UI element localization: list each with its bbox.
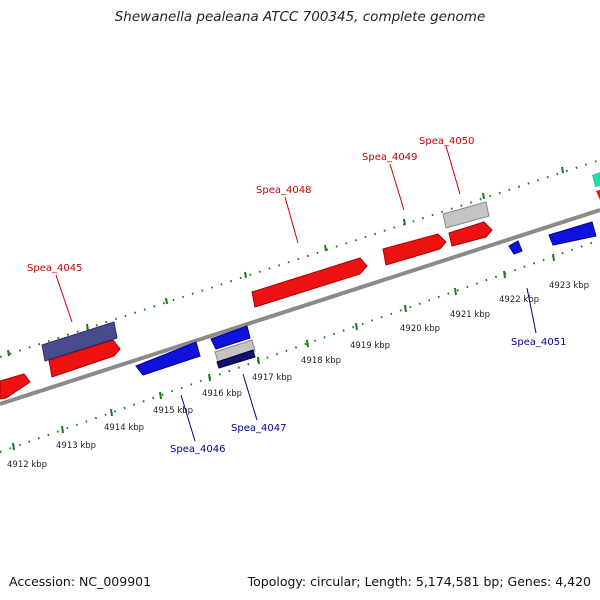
gene-spea-4048-arrow[interactable] <box>251 257 368 308</box>
gene-label-spea-4048[interactable]: Spea_4048 <box>256 185 311 196</box>
gene-spea-4049-arrow[interactable] <box>382 233 447 266</box>
gene-spea-4045-block[interactable] <box>41 321 118 362</box>
scale-label-4919: 4919 kbp <box>350 341 390 351</box>
map-title: Shewanella pealeana ATCC 700345, complet… <box>114 9 486 25</box>
scale-label-4918: 4918 kbp <box>301 356 341 366</box>
accession-label: Accession: NC_009901 <box>9 574 152 589</box>
gene-forward-arrow[interactable] <box>0 373 31 400</box>
reverse-major-ticks <box>12 253 555 451</box>
topology-label: Topology: circular; Length: 5,174,581 bp… <box>247 574 591 589</box>
gene-label-spea-4047[interactable]: Spea_4047 <box>231 423 286 434</box>
reverse-leader-lines <box>180 287 537 442</box>
gene-spea-4047-dark[interactable] <box>216 349 256 369</box>
scale-label-4917: 4917 kbp <box>252 373 292 383</box>
scale-label-4912: 4912 kbp <box>7 460 47 470</box>
scale-label-4923: 4923 kbp <box>549 281 589 291</box>
gene-spea-4051-arrow[interactable] <box>508 240 523 255</box>
gene-forward-arrow[interactable] <box>48 339 121 378</box>
scale-label-4921: 4921 kbp <box>450 310 490 320</box>
gene-reverse-arrow[interactable] <box>548 221 597 246</box>
gene-rna-block[interactable] <box>442 201 490 229</box>
gene-spea-4050-arrow[interactable] <box>448 221 493 247</box>
gene-label-spea-4050[interactable]: Spea_4050 <box>419 136 474 147</box>
gene-label-spea-4049[interactable]: Spea_4049 <box>362 152 417 163</box>
gene-reverse-arrow[interactable] <box>210 325 251 350</box>
gene-label-spea-4046[interactable]: Spea_4046 <box>170 444 225 455</box>
forward-tick-track <box>0 159 600 358</box>
gene-forward-edge[interactable] <box>596 190 600 200</box>
gene-teal-edge[interactable] <box>592 172 600 187</box>
gene-spea-4047-grey[interactable] <box>214 339 256 363</box>
scale-label-4913: 4913 kbp <box>56 441 96 451</box>
scale-label-4922: 4922 kbp <box>499 295 539 305</box>
scale-label-4914: 4914 kbp <box>104 423 144 433</box>
gene-label-spea-4045[interactable]: Spea_4045 <box>27 263 82 274</box>
scale-label-4916: 4916 kbp <box>202 389 242 399</box>
scale-label-4915: 4915 kbp <box>153 406 193 416</box>
genome-backbone <box>0 208 600 406</box>
forward-major-ticks <box>7 166 564 357</box>
forward-leader-lines <box>55 145 461 323</box>
gene-spea-4046-arrow[interactable] <box>135 341 201 376</box>
scale-label-4920: 4920 kbp <box>400 324 440 334</box>
gene-label-spea-4051[interactable]: Spea_4051 <box>511 337 566 348</box>
